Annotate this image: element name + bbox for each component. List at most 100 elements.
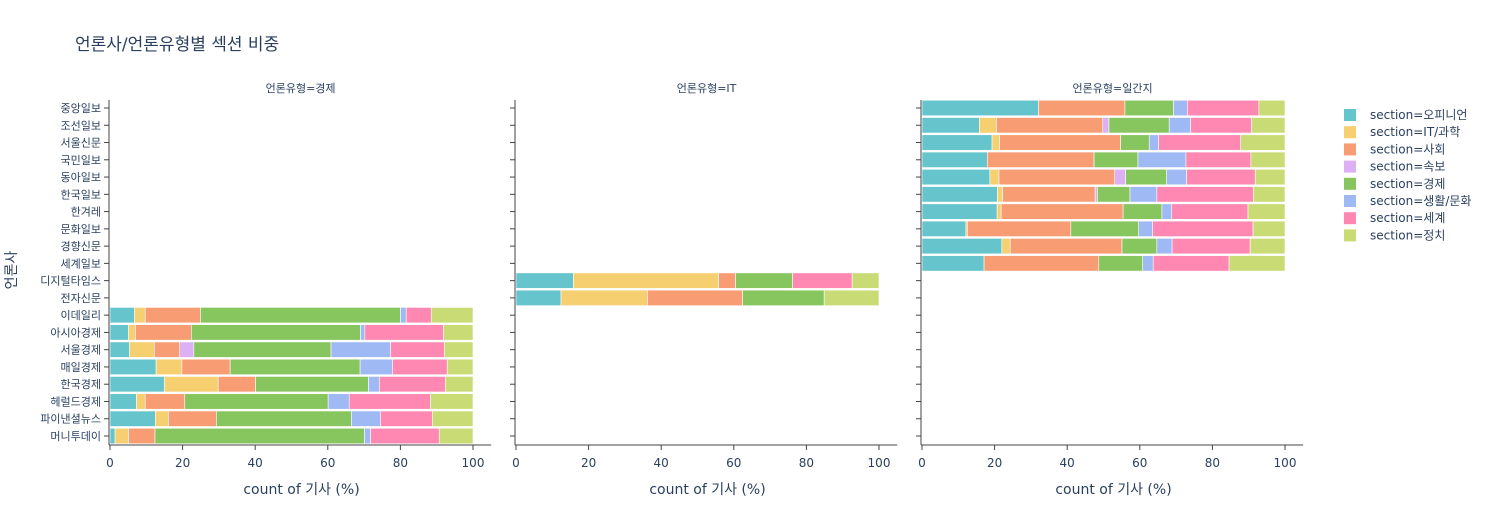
bar-segment[interactable] bbox=[996, 117, 1104, 134]
bar-segment[interactable] bbox=[330, 341, 391, 358]
bar-segment[interactable] bbox=[987, 151, 1095, 168]
bar-segment[interactable] bbox=[109, 427, 116, 445]
bar-segment[interactable] bbox=[1161, 203, 1173, 220]
bar-segment[interactable] bbox=[921, 151, 988, 168]
bar-segment[interactable] bbox=[351, 410, 381, 427]
bar-segment[interactable] bbox=[1001, 238, 1011, 255]
bar-segment[interactable] bbox=[1129, 186, 1158, 203]
bar-segment[interactable] bbox=[1249, 238, 1286, 255]
bar-segment[interactable] bbox=[217, 376, 256, 393]
bar-segment[interactable] bbox=[109, 341, 130, 358]
bar-segment[interactable] bbox=[1002, 186, 1096, 203]
bar-segment[interactable] bbox=[997, 186, 1003, 203]
bar-segment[interactable] bbox=[1097, 186, 1131, 203]
bar-segment[interactable] bbox=[1187, 99, 1260, 117]
legend-item[interactable]: section=속보 bbox=[1344, 160, 1445, 174]
bar-segment[interactable] bbox=[1070, 220, 1140, 237]
bar-segment[interactable] bbox=[983, 255, 1100, 272]
bar-segment[interactable] bbox=[164, 376, 219, 393]
bar-segment[interactable] bbox=[1186, 169, 1256, 186]
bar-segment[interactable] bbox=[430, 307, 474, 324]
bar-segment[interactable] bbox=[996, 203, 1002, 220]
bar-segment[interactable] bbox=[967, 220, 1072, 237]
bar-segment[interactable] bbox=[735, 272, 793, 289]
bar-segment[interactable] bbox=[348, 393, 431, 410]
bar-segment[interactable] bbox=[155, 358, 183, 375]
bar-segment[interactable] bbox=[1240, 134, 1286, 151]
bar-segment[interactable] bbox=[446, 358, 474, 375]
bar-segment[interactable] bbox=[364, 324, 444, 341]
bar-segment[interactable] bbox=[1258, 99, 1286, 117]
bar-segment[interactable] bbox=[1120, 134, 1150, 151]
bar-segment[interactable] bbox=[144, 307, 201, 324]
bar-segment[interactable] bbox=[1124, 99, 1174, 117]
bar-segment[interactable] bbox=[1098, 255, 1144, 272]
bar-segment[interactable] bbox=[144, 393, 186, 410]
bar-segment[interactable] bbox=[109, 410, 156, 427]
legend-item[interactable]: section=사회 bbox=[1344, 142, 1445, 156]
legend-item[interactable]: section=경제 bbox=[1344, 177, 1445, 191]
bar-segment[interactable] bbox=[1148, 134, 1159, 151]
bar-segment[interactable] bbox=[445, 376, 474, 393]
bar-segment[interactable] bbox=[1038, 99, 1126, 117]
legend-item[interactable]: section=정치 bbox=[1344, 228, 1445, 242]
bar-segment[interactable] bbox=[1247, 203, 1286, 220]
bar-segment[interactable] bbox=[168, 410, 217, 427]
bar-segment[interactable] bbox=[155, 410, 169, 427]
bar-segment[interactable] bbox=[438, 427, 474, 445]
bar-segment[interactable] bbox=[255, 376, 369, 393]
bar-segment[interactable] bbox=[647, 289, 743, 306]
bar-segment[interactable] bbox=[136, 393, 146, 410]
bar-segment[interactable] bbox=[1166, 169, 1187, 186]
bar-segment[interactable] bbox=[1152, 255, 1230, 272]
bar-segment[interactable] bbox=[921, 186, 998, 203]
bar-segment[interactable] bbox=[1094, 186, 1098, 203]
bar-segment[interactable] bbox=[191, 324, 361, 341]
bar-segment[interactable] bbox=[179, 341, 195, 358]
bar-segment[interactable] bbox=[792, 272, 853, 289]
bar-segment[interactable] bbox=[368, 376, 380, 393]
bar-segment[interactable] bbox=[128, 324, 136, 341]
bar-segment[interactable] bbox=[515, 272, 574, 289]
bar-segment[interactable] bbox=[1185, 151, 1252, 168]
bar-segment[interactable] bbox=[560, 289, 648, 306]
legend-item[interactable]: section=IT/과학 bbox=[1344, 125, 1460, 139]
bar-segment[interactable] bbox=[444, 341, 474, 358]
bar-segment[interactable] bbox=[184, 393, 329, 410]
bar-segment[interactable] bbox=[1138, 220, 1153, 237]
bar-segment[interactable] bbox=[718, 272, 736, 289]
bar-segment[interactable] bbox=[1156, 238, 1173, 255]
bar-segment[interactable] bbox=[181, 358, 231, 375]
bar-segment[interactable] bbox=[364, 427, 371, 445]
bar-segment[interactable] bbox=[392, 358, 448, 375]
bar-segment[interactable] bbox=[1093, 151, 1139, 168]
bar-segment[interactable] bbox=[921, 134, 993, 151]
bar-segment[interactable] bbox=[109, 324, 129, 341]
bar-segment[interactable] bbox=[1254, 169, 1286, 186]
bar-segment[interactable] bbox=[1009, 238, 1123, 255]
bar-segment[interactable] bbox=[109, 358, 157, 375]
bar-segment[interactable] bbox=[573, 272, 719, 289]
bar-segment[interactable] bbox=[390, 341, 445, 358]
bar-segment[interactable] bbox=[1121, 238, 1158, 255]
bar-segment[interactable] bbox=[999, 134, 1121, 151]
bar-segment[interactable] bbox=[1114, 169, 1126, 186]
bar-segment[interactable] bbox=[380, 410, 433, 427]
bar-segment[interactable] bbox=[129, 341, 155, 358]
bar-segment[interactable] bbox=[991, 134, 1000, 151]
bar-segment[interactable] bbox=[1171, 238, 1251, 255]
bar-segment[interactable] bbox=[989, 169, 1000, 186]
bar-segment[interactable] bbox=[430, 393, 474, 410]
bar-segment[interactable] bbox=[742, 289, 825, 306]
bar-segment[interactable] bbox=[1142, 255, 1154, 272]
bar-segment[interactable] bbox=[1156, 186, 1254, 203]
bar-segment[interactable] bbox=[1252, 220, 1286, 237]
bar-segment[interactable] bbox=[200, 307, 401, 324]
bar-segment[interactable] bbox=[405, 307, 432, 324]
bar-segment[interactable] bbox=[114, 427, 129, 445]
bar-segment[interactable] bbox=[327, 393, 350, 410]
bar-segment[interactable] bbox=[154, 427, 365, 445]
bar-segment[interactable] bbox=[823, 289, 880, 306]
bar-segment[interactable] bbox=[360, 324, 366, 341]
bar-segment[interactable] bbox=[134, 307, 146, 324]
